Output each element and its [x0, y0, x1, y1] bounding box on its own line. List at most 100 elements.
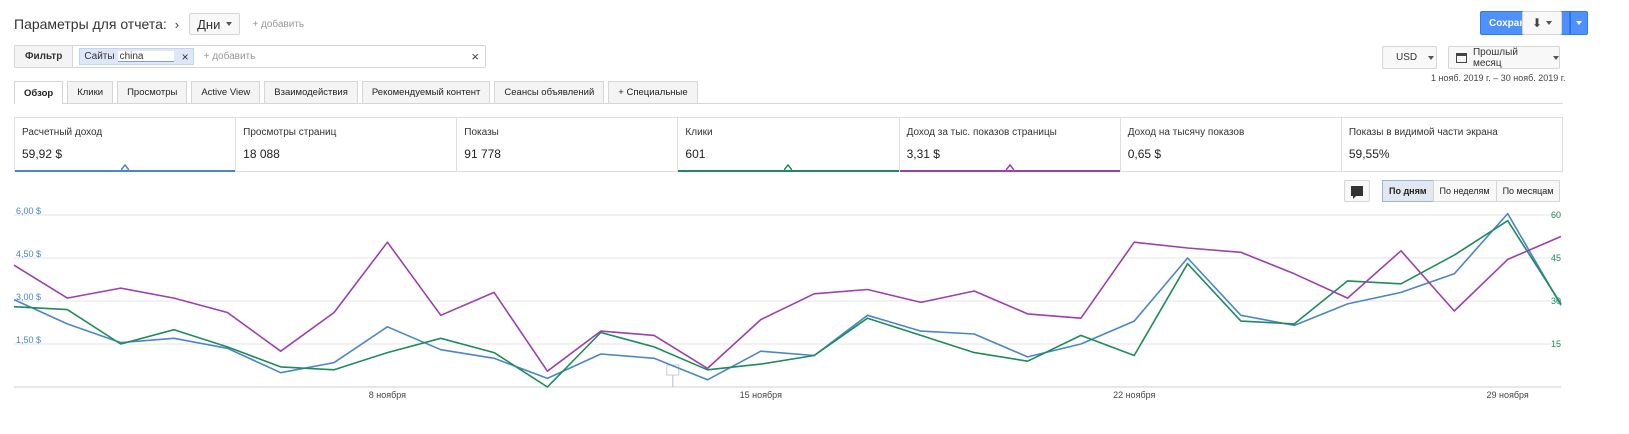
series-point[interactable]: [760, 350, 762, 352]
series-point[interactable]: [1560, 235, 1562, 237]
series-point[interactable]: [66, 297, 68, 299]
series-point[interactable]: [440, 349, 442, 351]
tab-3[interactable]: Active View: [191, 81, 261, 103]
series-point[interactable]: [1240, 320, 1242, 322]
filter-add-input[interactable]: + добавить: [203, 51, 256, 62]
metric-card[interactable]: Клики 601: [678, 118, 900, 172]
series-point[interactable]: [1186, 257, 1188, 259]
series-point[interactable]: [1133, 320, 1135, 322]
series-point[interactable]: [706, 367, 708, 369]
series-point[interactable]: [333, 369, 335, 371]
series-point[interactable]: [386, 241, 388, 243]
series-point[interactable]: [1346, 303, 1348, 305]
series-point[interactable]: [333, 361, 335, 363]
series-point[interactable]: [1560, 303, 1562, 305]
series-point[interactable]: [1080, 343, 1082, 345]
series-point[interactable]: [173, 297, 175, 299]
metric-card[interactable]: Просмотры страниц 18 088: [236, 118, 458, 171]
metric-card[interactable]: Расчетный доход 59,92 $: [15, 118, 237, 172]
series-point[interactable]: [1240, 251, 1242, 253]
series-point[interactable]: [1400, 283, 1402, 285]
series-point[interactable]: [546, 386, 548, 388]
dimension-select[interactable]: Дни: [189, 13, 241, 35]
series-point[interactable]: [653, 357, 655, 359]
tab-4[interactable]: Взаимодействия: [264, 81, 358, 103]
series-point[interactable]: [493, 357, 495, 359]
series-point[interactable]: [280, 366, 282, 368]
series-point[interactable]: [1026, 313, 1028, 315]
series-point[interactable]: [13, 264, 15, 266]
series-point[interactable]: [920, 334, 922, 336]
series-point[interactable]: [866, 317, 868, 319]
series-point[interactable]: [1133, 241, 1135, 243]
series-point[interactable]: [226, 311, 228, 313]
series-point[interactable]: [1506, 220, 1508, 222]
series-point[interactable]: [866, 314, 868, 316]
series-point[interactable]: [813, 354, 815, 356]
tab-2[interactable]: Просмотры: [117, 81, 188, 103]
tab-7[interactable]: + Специальные: [608, 81, 698, 103]
series-point[interactable]: [600, 353, 602, 355]
series-point[interactable]: [653, 346, 655, 348]
series-point[interactable]: [1400, 291, 1402, 293]
granularity-2[interactable]: По месяцам: [1495, 180, 1561, 202]
metric-card[interactable]: Доход на тысячу показов 0,65 $: [1121, 118, 1342, 171]
series-point[interactable]: [920, 301, 922, 303]
series-point[interactable]: [653, 334, 655, 336]
save-as-dropdown[interactable]: [1569, 11, 1588, 35]
series-point[interactable]: [920, 330, 922, 332]
metric-card[interactable]: Показы 91 778: [457, 118, 679, 171]
series-point[interactable]: [973, 351, 975, 353]
series-point[interactable]: [1293, 273, 1295, 275]
series-point[interactable]: [1506, 212, 1508, 214]
download-button[interactable]: ⬇: [1522, 11, 1562, 35]
series-point[interactable]: [1026, 360, 1028, 362]
series-point[interactable]: [440, 314, 442, 316]
series-point[interactable]: [493, 351, 495, 353]
currency-select[interactable]: USD: [1382, 46, 1437, 69]
metric-card[interactable]: Показы в видимой части экрана 59,55%: [1342, 118, 1562, 171]
close-icon[interactable]: ×: [181, 49, 189, 64]
series-point[interactable]: [546, 370, 548, 372]
series-point[interactable]: [119, 343, 121, 345]
series-point[interactable]: [1240, 314, 1242, 316]
tab-0[interactable]: Обзор: [14, 81, 64, 104]
series-point[interactable]: [1080, 334, 1082, 336]
filter-chip[interactable]: Сайты china ×: [79, 48, 194, 65]
series-point[interactable]: [1453, 273, 1455, 275]
series-point[interactable]: [1133, 354, 1135, 356]
series-point[interactable]: [866, 288, 868, 290]
tab-6[interactable]: Сеансы объявлений: [494, 81, 605, 103]
series-point[interactable]: [280, 350, 282, 352]
filter-chip-value[interactable]: china: [117, 51, 174, 62]
series-point[interactable]: [173, 328, 175, 330]
date-range-select[interactable]: Прошлый месяц: [1448, 46, 1560, 69]
series-point[interactable]: [13, 306, 15, 308]
metric-card[interactable]: Доход за тыс. показов страницы 3,31 $: [899, 118, 1121, 172]
series-point[interactable]: [493, 291, 495, 293]
series-point[interactable]: [280, 371, 282, 373]
series-point[interactable]: [386, 326, 388, 328]
series-point[interactable]: [600, 330, 602, 332]
series-point[interactable]: [13, 298, 15, 300]
series-point[interactable]: [173, 337, 175, 339]
series-point[interactable]: [760, 318, 762, 320]
granularity-0[interactable]: По дням: [1382, 180, 1434, 202]
series-point[interactable]: [333, 311, 335, 313]
series-point[interactable]: [1346, 280, 1348, 282]
series-point[interactable]: [813, 293, 815, 295]
series-point[interactable]: [1400, 250, 1402, 252]
series-point[interactable]: [1293, 323, 1295, 325]
series-point[interactable]: [226, 346, 228, 348]
add-dimension-link[interactable]: + добавить: [252, 18, 305, 30]
series-point[interactable]: [760, 363, 762, 365]
series-point[interactable]: [973, 333, 975, 335]
series-point[interactable]: [706, 379, 708, 381]
series-point[interactable]: [1453, 254, 1455, 256]
series-point[interactable]: [119, 287, 121, 289]
series-point[interactable]: [1453, 310, 1455, 312]
series-point[interactable]: [1186, 263, 1188, 265]
tab-5[interactable]: Рекомендуемый контент: [361, 81, 491, 103]
series-point[interactable]: [66, 308, 68, 310]
series-point[interactable]: [66, 323, 68, 325]
